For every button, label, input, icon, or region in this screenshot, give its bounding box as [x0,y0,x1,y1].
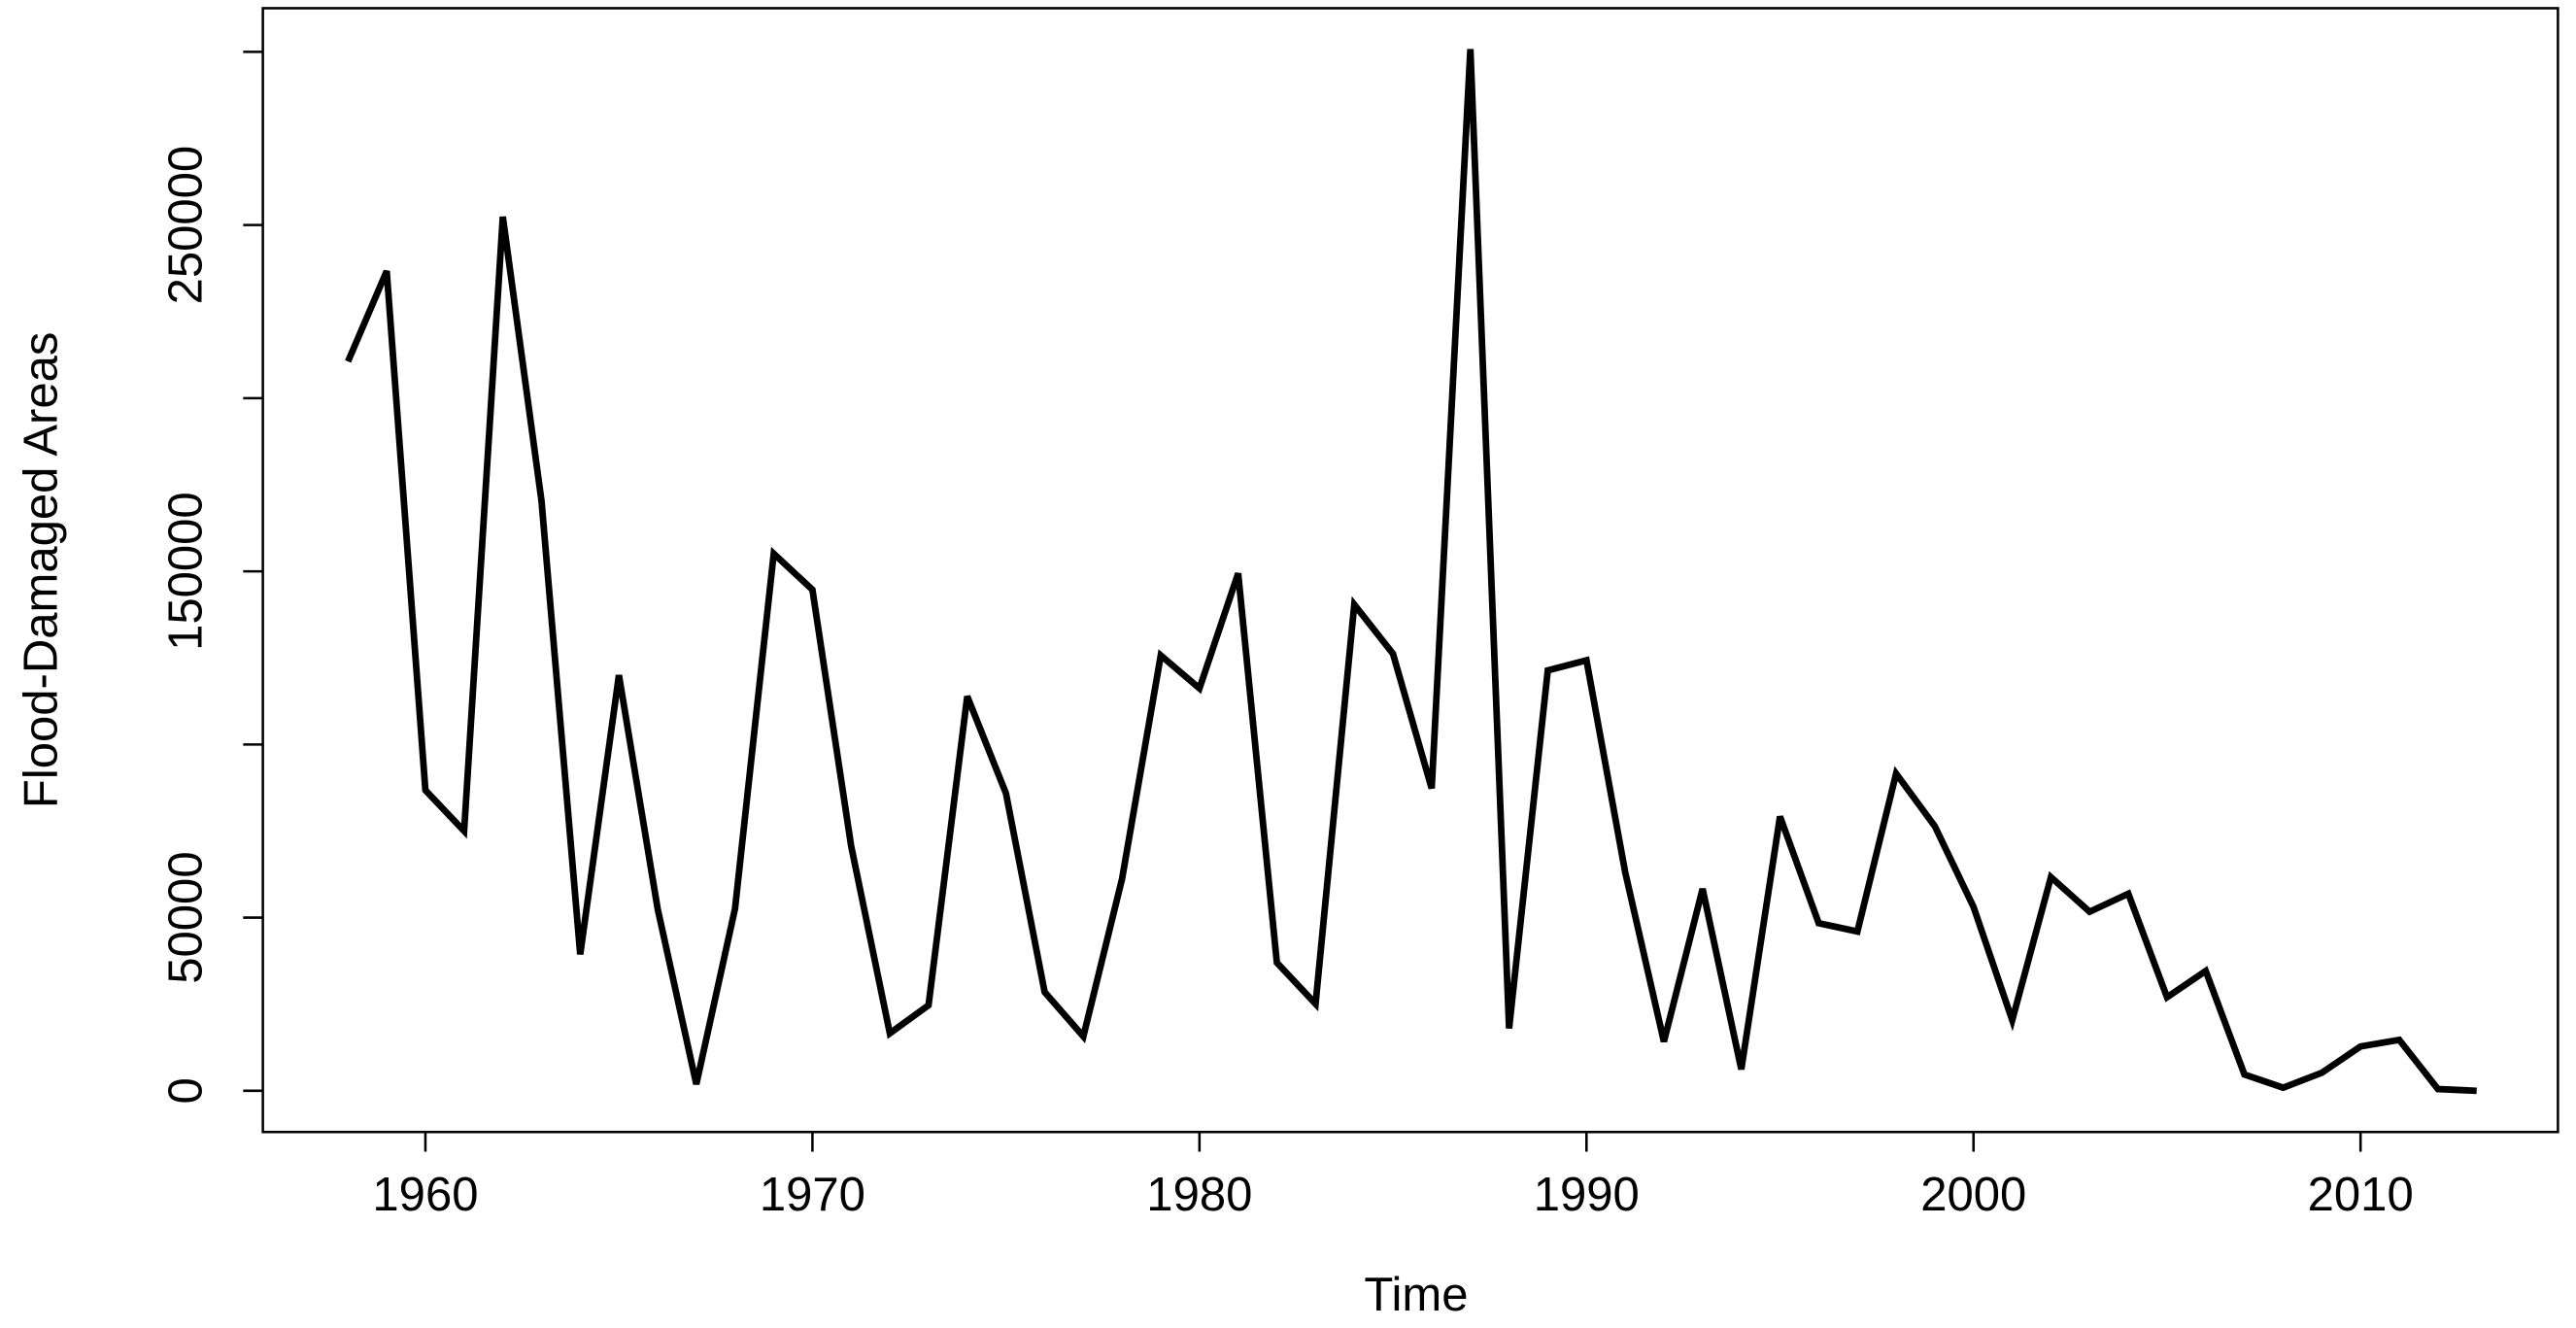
x-tick-label: 2000 [1920,1169,2026,1221]
x-tick-label: 2010 [2308,1169,2414,1221]
data-line [345,49,2477,1095]
x-tick-label: 1990 [1534,1169,1640,1221]
y-tick-label: 250000 [159,146,212,305]
x-tick-label: 1960 [372,1169,478,1221]
x-tick-label: 1980 [1146,1169,1252,1221]
y-tick-label: 0 [159,1077,212,1104]
plot-frame [261,7,2559,1134]
x-axis-title: Time [1364,1269,1468,1321]
y-tick-label: 150000 [159,492,212,651]
y-tick-label: 50000 [159,851,212,983]
x-tick-label: 1970 [760,1169,865,1221]
y-axis-title: Flood-Damaged Areas [16,332,68,809]
